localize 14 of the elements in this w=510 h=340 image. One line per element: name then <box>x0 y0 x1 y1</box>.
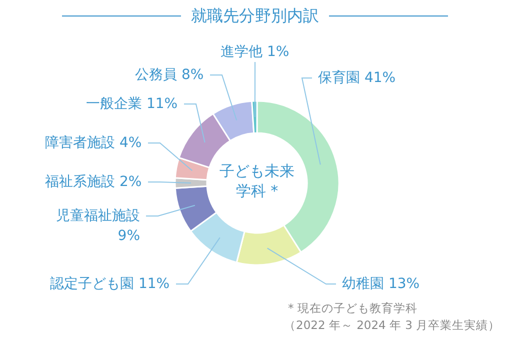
slice-label: 認定子ども園 11% <box>50 275 170 294</box>
slice-label: 児童福祉施設 <box>56 208 140 224</box>
slice-label: 公務員 8% <box>135 66 204 85</box>
chart-title: 就職先分野別内訳 <box>191 6 319 26</box>
slice-label: 福祉系施設 2% <box>45 173 142 192</box>
slice-label: 進学他 1% <box>220 43 290 62</box>
slice-label: 保育園 41% <box>318 69 396 88</box>
text: （2022 年～ 2024 年 3 月卒業生実績） <box>284 317 500 334</box>
slice-label: 障害者施設 4% <box>45 134 142 153</box>
text: 子ども未来学科 * <box>218 161 296 201</box>
slice-label: 幼稚園 13% <box>342 275 420 294</box>
data-label: 9% <box>118 228 140 244</box>
slice-label: 一般企業 11% <box>86 95 178 114</box>
text: * 現在の子ども教育学科 <box>288 300 418 317</box>
